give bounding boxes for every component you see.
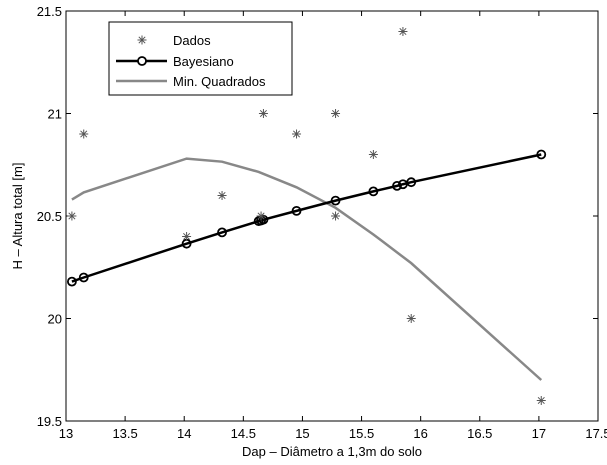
legend-label-dados: Dados — [173, 33, 211, 48]
point-dados — [331, 109, 341, 118]
legend-marker-dados — [137, 35, 147, 45]
point-dados — [292, 129, 302, 139]
y-tick-label: 21 — [48, 107, 62, 122]
point-bayesiano — [330, 195, 341, 206]
point-bayesiano — [392, 180, 402, 191]
y-axis-label: H – Altura total [m] — [10, 163, 25, 270]
x-tick-label: 13.5 — [112, 426, 137, 441]
point-dados — [217, 191, 227, 200]
x-tick-label: 17.5 — [585, 426, 607, 441]
point-bayesiano — [217, 227, 227, 238]
point-dados — [536, 396, 546, 405]
y-tick-label: 20 — [48, 312, 62, 327]
x-tick-label: 15 — [295, 426, 309, 441]
x-tick-label: 14 — [177, 426, 191, 441]
series-layer — [67, 27, 547, 405]
point-dados — [368, 150, 378, 159]
point-bayesiano — [291, 205, 302, 216]
point-dados — [256, 211, 266, 221]
y-tick-label: 20.5 — [37, 209, 62, 224]
legend: Dados Bayesiano Min. Quadrados — [108, 21, 293, 96]
legend-label-min-quadrados: Min. Quadrados — [173, 74, 266, 89]
x-axis-label: Dap – Diâmetro a 1,3m do solo — [242, 444, 422, 459]
legend-markers — [116, 35, 167, 83]
point-bayesiano — [536, 149, 547, 160]
y-tick-label: 21.5 — [37, 4, 62, 19]
x-tick-label: 17 — [532, 426, 546, 441]
point-bayesiano — [67, 276, 77, 287]
point-dados — [258, 109, 268, 118]
ticks-group: 13 13.5 14 14.5 15 15.5 16 16.5 17 17.5 19.5 20 20.5… — [37, 4, 607, 441]
x-tick-label: 13 — [59, 426, 73, 441]
x-tick-label: 14.5 — [231, 426, 256, 441]
point-dados — [79, 129, 89, 139]
legend-marker-bayesiano — [137, 56, 147, 66]
y-tick-label: 19.5 — [37, 414, 62, 429]
legend-label-bayesiano: Bayesiano — [173, 54, 234, 69]
series-line-bayesiano — [71, 153, 542, 283]
point-dados — [398, 27, 408, 36]
x-tick-label: 15.5 — [349, 426, 374, 441]
point-dados — [331, 211, 341, 221]
point-bayesiano — [78, 272, 89, 283]
point-dados — [67, 211, 77, 221]
point-dados — [182, 232, 192, 241]
point-dados — [406, 314, 416, 323]
x-tick-label: 16 — [413, 426, 427, 441]
series-line-min-quadrados — [71, 157, 543, 381]
x-tick-label: 16.5 — [467, 426, 492, 441]
point-bayesiano — [368, 186, 379, 197]
point-bayesiano — [406, 177, 417, 188]
